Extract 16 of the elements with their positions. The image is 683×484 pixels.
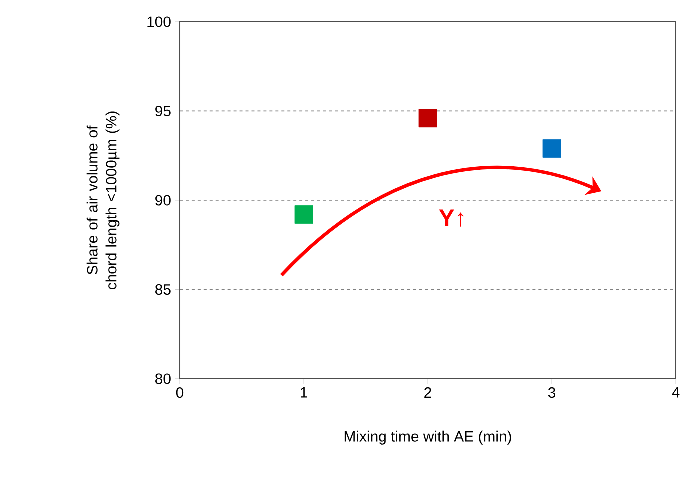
x-tick-label: 0 bbox=[176, 388, 184, 398]
y-tick-label: 80 bbox=[156, 374, 171, 384]
point bbox=[542, 140, 562, 158]
y-tick-label: 100 bbox=[148, 16, 171, 28]
x-tick-label: 4 bbox=[672, 388, 680, 398]
y-tick-label: 95 bbox=[156, 106, 171, 117]
x-tick-label: 2 bbox=[424, 388, 432, 398]
x-tick-label: 3 bbox=[548, 388, 556, 398]
point bbox=[418, 109, 438, 128]
y-tick-label: 90 bbox=[156, 195, 171, 206]
annotation: Y↑ bbox=[439, 210, 464, 227]
point bbox=[294, 206, 314, 224]
y-tick-label: 85 bbox=[156, 284, 171, 296]
x-axis-title: Mixing time with AE (min) bbox=[344, 430, 512, 445]
x-tick-label: 1 bbox=[300, 388, 308, 398]
y-axis-title: Share of air volume of chord length <1000µm (%) bbox=[86, 112, 120, 290]
